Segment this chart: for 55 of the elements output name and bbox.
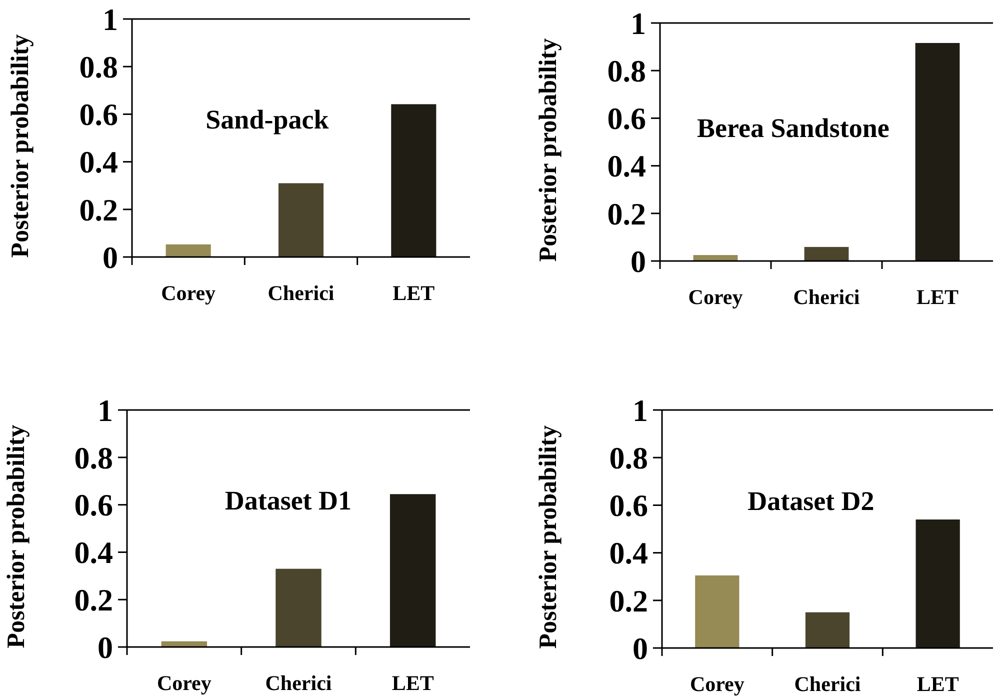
y-tick-label: 1 [98,392,113,428]
bar [695,575,740,648]
bar [804,246,849,261]
y-axis-title: Posterior probability [535,424,562,649]
x-tick-label: Cherici [793,285,860,309]
y-tick-label: 0.2 [609,583,648,618]
x-tick-label: Cherici [794,672,861,696]
y-tick-label: 0.8 [607,53,646,88]
text: Dataset D2 [748,486,874,516]
bar [390,494,436,647]
y-tick-label: 0.4 [609,536,648,571]
bar [915,42,960,261]
y-tick-label: 0.2 [79,192,118,228]
bar [805,612,850,648]
y-tick-label: 0.6 [607,101,646,136]
bar [278,183,324,257]
y-tick-label: 0.6 [79,97,118,132]
y-axis-title: Posterior probability [3,424,30,648]
y-tick-label: 0 [630,244,646,279]
y-tick-label: 0.4 [74,535,113,570]
bar [391,104,436,257]
x-tick-label: Corey [161,281,216,305]
text: Dataset D1 [224,486,352,516]
y-tick-label: 0.6 [74,488,113,523]
y-tick-label: 0.4 [79,144,118,180]
y-tick-label: 0 [632,630,648,666]
y-tick-label: 0.6 [609,488,648,524]
y-tick-label: 0.2 [607,196,646,232]
x-tick-label: Corey [690,672,745,696]
y-tick-label: 1 [102,2,118,37]
y-axis-title: Posterior probability [7,34,34,258]
y-tick-label: 1 [632,392,648,428]
bar [693,255,738,261]
bar [916,519,960,648]
text: Berea Sandstone [697,113,890,144]
x-tick-label: Corey [688,285,744,309]
text: Sand-pack [206,104,329,134]
y-tick-label: 1 [630,6,646,41]
x-tick-label: LET [916,285,959,309]
y-tick-label: 0.8 [74,440,113,476]
x-tick-label: Corey [156,671,212,695]
y-tick-label: 0 [98,630,113,665]
x-tick-label: LET [392,671,434,695]
y-tick-label: 0.8 [79,49,118,84]
x-tick-label: LET [916,672,959,696]
x-tick-label: Cherici [265,671,332,695]
y-axis-title: Posterior probability [535,38,562,262]
bar [276,568,322,647]
y-tick-label: 0.2 [74,582,113,618]
y-tick-label: 0 [102,240,118,275]
y-tick-label: 0.4 [607,148,646,184]
bar [166,244,211,257]
y-tick-label: 0.8 [609,440,648,476]
x-tick-label: LET [392,281,435,305]
x-tick-label: Cherici [268,281,334,305]
